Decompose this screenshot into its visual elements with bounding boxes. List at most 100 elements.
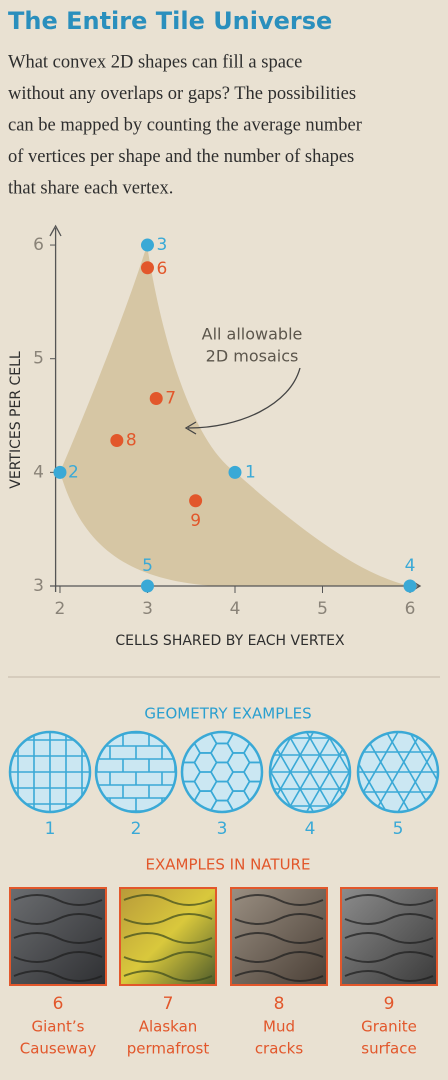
- y-tick-label: 3: [33, 576, 44, 596]
- geometry-outline: [268, 730, 352, 814]
- point: [140, 261, 154, 275]
- allowable-region: [60, 245, 410, 586]
- photo-texture: [234, 894, 324, 982]
- intro-line: can be mapped by counting the average nu…: [8, 115, 362, 135]
- point: [149, 391, 163, 405]
- crack: [344, 894, 434, 906]
- geometry-label: 3: [217, 819, 228, 839]
- y-axis-label: VERTICES PER CELL: [8, 351, 24, 489]
- annotation-arrow: [187, 367, 301, 429]
- pattern-line: [397, 732, 438, 812]
- x-axis-label: CELLS SHARED BY EACH VERTEX: [115, 633, 345, 649]
- annotation: 2D mosaics: [206, 347, 299, 366]
- section-title: GEOMETRY EXAMPLES: [144, 705, 311, 723]
- section-title: EXAMPLES IN NATURE: [146, 856, 311, 874]
- point: [110, 434, 124, 448]
- hexagon: [145, 820, 167, 839]
- point-label: 5: [142, 556, 153, 576]
- x-tick-label: 4: [230, 599, 241, 619]
- point-label: 7: [165, 388, 176, 408]
- intro-line: What convex 2D shapes can fill a space: [8, 52, 302, 72]
- crack: [344, 932, 434, 944]
- pattern-line: [374, 732, 438, 812]
- crack: [344, 970, 434, 982]
- point-label: 3: [156, 235, 167, 255]
- example-caption: surface: [361, 1040, 416, 1058]
- crack: [123, 894, 213, 906]
- example-number: 8: [274, 994, 285, 1014]
- example-caption: cracks: [255, 1040, 304, 1058]
- geometry-label: 5: [393, 819, 404, 839]
- crack: [13, 951, 103, 963]
- annotation: All allowable: [202, 325, 303, 344]
- hexagon: [244, 820, 266, 839]
- geometry-outline: [8, 730, 92, 814]
- hexagon: [226, 809, 251, 812]
- crack: [123, 932, 213, 944]
- crack: [123, 970, 213, 982]
- crack: [234, 894, 324, 906]
- geometry-outline: [356, 730, 440, 814]
- point: [189, 494, 203, 508]
- point-label: 2: [68, 462, 79, 482]
- crack: [123, 951, 213, 963]
- intro-line: of vertices per shape and the number of …: [8, 147, 354, 167]
- point: [228, 465, 242, 479]
- crack: [13, 894, 103, 906]
- hexagon: [195, 829, 217, 848]
- pattern-line: [385, 732, 438, 812]
- photo-texture: [13, 894, 103, 982]
- pattern-line: [294, 732, 350, 812]
- crack: [13, 970, 103, 982]
- x-tick-label: 2: [55, 599, 66, 619]
- y-tick-label: 4: [33, 462, 44, 482]
- hexagon: [277, 820, 299, 839]
- intro-line: that share each vertex.: [8, 178, 173, 198]
- annotation-arrowhead: [184, 421, 197, 435]
- crack: [123, 913, 213, 925]
- example-number: 7: [163, 994, 174, 1014]
- hexagon: [182, 809, 185, 812]
- example-caption: Giant’s: [32, 1018, 85, 1036]
- crack: [344, 951, 434, 963]
- geometry-pattern: [10, 732, 90, 812]
- y-tick-label: 5: [33, 349, 44, 369]
- crack: [234, 951, 324, 963]
- y-arrow: [49, 224, 62, 237]
- geometry-label: 4: [305, 819, 316, 839]
- point: [140, 579, 154, 593]
- pattern-line: [274, 732, 346, 812]
- geometry-label: 2: [131, 819, 142, 839]
- geometry-outline: [180, 730, 264, 814]
- intro-line: without any overlaps or gaps? The possib…: [8, 84, 356, 104]
- geometry-disc: [182, 732, 262, 812]
- hexagon: [261, 829, 283, 848]
- geometry-label: 1: [45, 819, 56, 839]
- point-label: 4: [405, 556, 416, 576]
- example-caption: Granite: [361, 1018, 417, 1036]
- crack: [234, 932, 324, 944]
- x-tick-label: 5: [317, 599, 328, 619]
- x-tick-label: 3: [142, 599, 153, 619]
- crack: [13, 913, 103, 925]
- point: [53, 465, 67, 479]
- photo-texture: [344, 894, 434, 982]
- geometry-pattern: [358, 712, 448, 832]
- point-label: 9: [190, 511, 201, 531]
- geometry-outline: [94, 730, 178, 814]
- hexagon: [178, 820, 200, 839]
- example-caption: Alaskan: [139, 1018, 198, 1036]
- hexagon: [193, 809, 218, 812]
- pattern-line: [444, 712, 448, 832]
- hexagon: [259, 809, 262, 812]
- crack: [234, 913, 324, 925]
- example-caption: Mud: [263, 1018, 295, 1036]
- point: [403, 579, 417, 593]
- crack: [344, 913, 434, 925]
- example-caption: Causeway: [20, 1040, 97, 1058]
- crack: [234, 970, 324, 982]
- hexagon: [228, 829, 250, 848]
- x-tick-label: 6: [405, 599, 416, 619]
- point: [140, 238, 154, 252]
